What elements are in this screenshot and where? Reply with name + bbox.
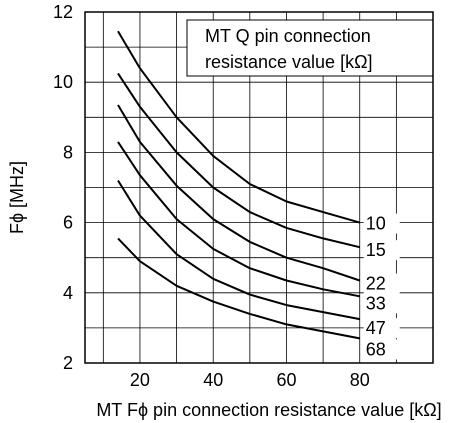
legend-title-line-2: resistance value [kΩ] [205,52,373,72]
y-tick-label: 4 [63,283,73,303]
legend-box [186,19,434,77]
series-label-10: 10 [366,214,386,234]
series-line-47 [117,179,360,321]
x-tick-label: 60 [276,370,296,390]
series-label-bg [363,339,400,360]
series-label-bg [363,318,400,339]
y-tick-labels: 2 4 6 8 10 12 [53,2,73,373]
series-label-bg [363,273,400,294]
series-label-22: 22 [366,274,386,294]
series-line-68 [117,237,360,340]
series-label-15: 15 [366,240,386,260]
x-tick-label: 80 [350,370,370,390]
series-line-15 [117,72,360,249]
y-axis-label: Fϕ [MHz] [7,161,27,234]
series-line-22 [117,104,361,282]
x-tick-label: 40 [203,370,223,390]
series-label-33: 33 [366,293,386,313]
y-tick-label: 2 [63,353,73,373]
y-tick-label: 12 [53,2,73,22]
y-tick-label: 10 [53,72,73,92]
x-axis-label: MT Fϕ pin connection resistance value [k… [96,400,441,420]
series-line-10 [117,30,360,224]
y-tick-label: 8 [63,142,73,162]
legend-title-line-1: MT Q pin connection [205,26,371,46]
series-label-bg [363,240,400,261]
x-tick-labels: 20 40 60 80 [130,370,370,390]
plot-frame [84,11,434,364]
y-tick-label: 6 [63,213,73,233]
series-line-33 [117,141,360,298]
series-label-bg [363,293,400,314]
series-label-bg [363,213,400,234]
series-label-47: 47 [366,318,386,338]
x-tick-label: 20 [130,370,150,390]
series-label-68: 68 [366,339,386,359]
